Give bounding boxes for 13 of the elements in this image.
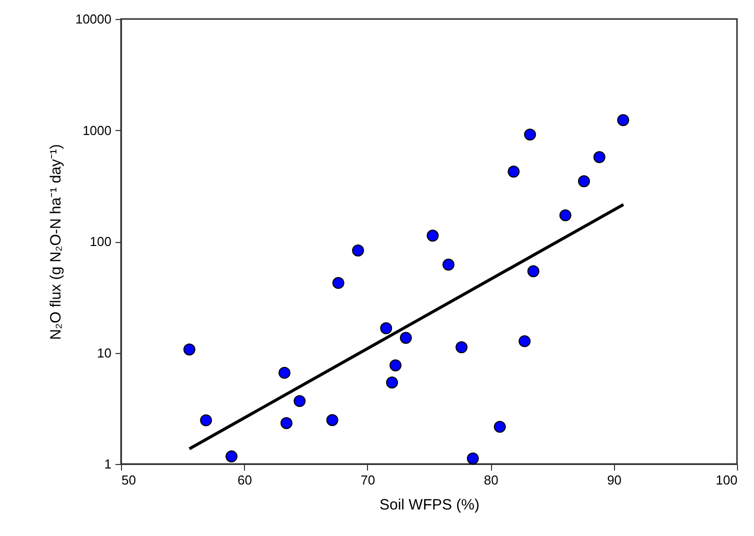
y-tick-label: 10000 — [75, 12, 112, 26]
x-tick-label: 100 — [716, 472, 738, 488]
y-tick-label: 10 — [97, 345, 112, 360]
x-tick-label: 60 — [237, 472, 252, 488]
y-axis-title: N₂O flux (g N₂O-N ha⁻¹ day⁻¹) — [47, 144, 64, 340]
y-tick-label: 100 — [90, 234, 112, 249]
y-tick-label: 1000 — [82, 122, 112, 138]
x-tick-label: 80 — [484, 472, 498, 488]
x-tick-label: 70 — [360, 472, 376, 488]
x-tick-label: 90 — [607, 472, 622, 488]
x-tick-label: 50 — [122, 472, 136, 488]
x-axis-title: Soil WFPS (%) — [379, 496, 480, 514]
y-tick-label: 1 — [104, 456, 112, 472]
